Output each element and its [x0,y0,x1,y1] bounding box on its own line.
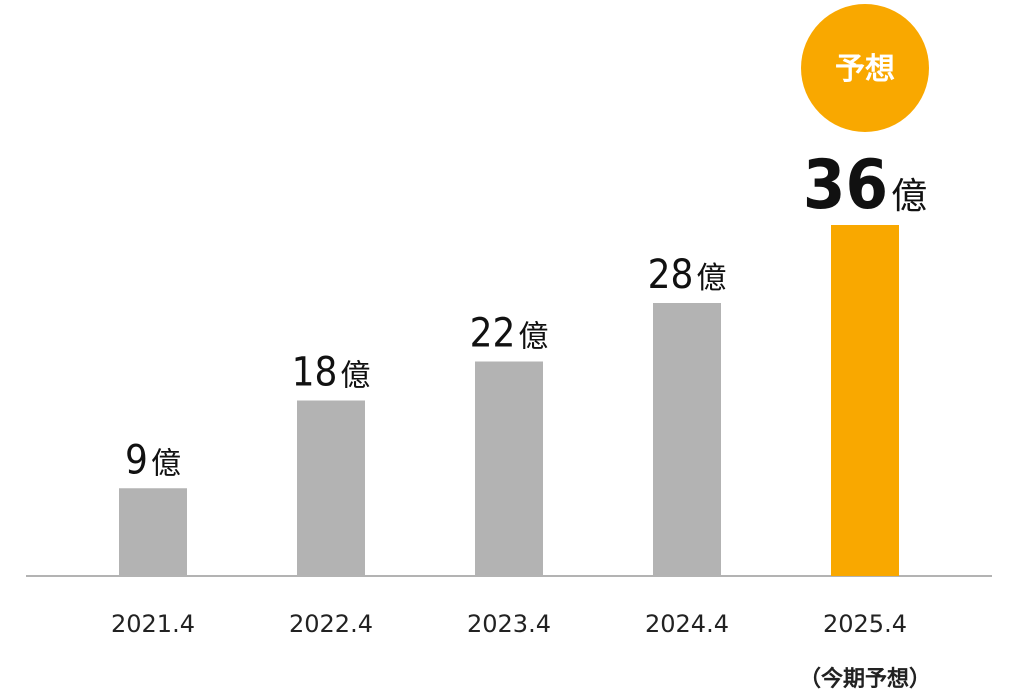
bar [297,400,365,576]
bar [475,361,543,576]
value-label: 22 億 [470,311,549,357]
x-tick-labels-layer: 2021.4 2022.4 2023.4 2024.4 2025.4 （今期予想） [111,610,931,692]
x-tick-label: 2023.4 [467,610,551,638]
value-unit: 億 [151,446,181,481]
bar-forecast [831,225,899,576]
bar [653,303,721,576]
value-number: 22 [470,311,516,357]
value-label: 28 億 [648,252,727,298]
value-unit: 億 [340,359,370,394]
forecast-badge-label: 予想 [835,52,895,87]
value-unit: 億 [696,261,726,296]
x-tick-label: 2025.4 [823,610,907,638]
forecast-badge-circle [801,4,929,132]
value-number: 9 [125,437,148,483]
x-tick-label: 2024.4 [645,610,729,638]
value-number: 36 [803,146,888,225]
bar [119,488,187,576]
value-number: 18 [292,350,338,396]
value-unit: 億 [891,176,927,217]
x-tick-sublabel: （今期予想） [799,666,931,692]
x-tick-label: 2022.4 [289,610,373,638]
bars-layer [119,225,899,576]
value-unit: 億 [518,320,548,355]
value-label: 18 億 [292,350,371,396]
value-number: 28 [648,252,694,298]
value-label: 36億 [803,146,927,225]
x-tick-label: 2021.4 [111,610,195,638]
forecast-badge-layer: 予想 [801,4,929,132]
